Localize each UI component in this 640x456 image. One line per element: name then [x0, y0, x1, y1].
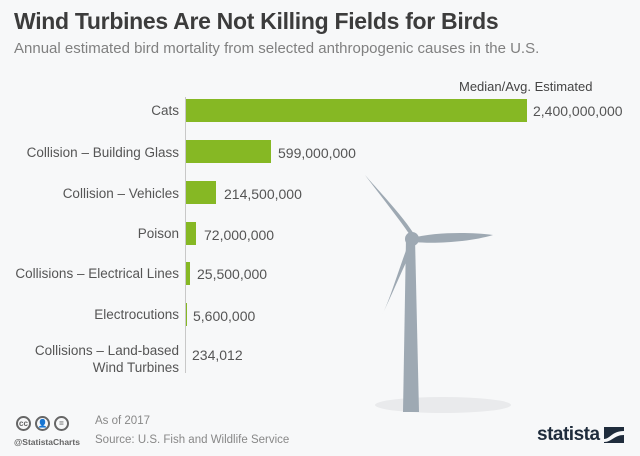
category-label-line1: Collisions – Land-based [34, 343, 179, 358]
source-note: Source: U.S. Fish and Wildlife Service [95, 434, 290, 446]
bar [186, 262, 190, 285]
logo-text: statista [537, 424, 600, 445]
value-label: 214,500,000 [224, 186, 302, 202]
bar [186, 222, 196, 245]
category-label-line2: Wind Turbines [92, 360, 179, 375]
bar [186, 99, 527, 122]
category-label: Collision – Vehicles [62, 186, 179, 201]
category-label: Collision – Building Glass [26, 145, 179, 160]
value-label: 5,600,000 [193, 308, 256, 324]
license-icons: cc 👤 = [16, 416, 69, 431]
category-label: Poison [137, 226, 179, 241]
bar [186, 140, 271, 163]
no-derivatives-icon: = [54, 416, 69, 431]
series-label: Median/Avg. Estimated [459, 79, 593, 94]
chart-title: Wind Turbines Are Not Killing Fields for… [14, 8, 499, 34]
value-label: 599,000,000 [278, 145, 356, 161]
category-label: Collisions – Electrical Lines [15, 266, 179, 281]
creative-commons-icon: cc [16, 416, 31, 431]
category-label: Electrocutions [94, 307, 179, 322]
value-label: 25,500,000 [197, 266, 268, 282]
statista-handle: @StatistaCharts [14, 437, 80, 447]
value-label: 72,000,000 [204, 227, 275, 243]
as-of-note: As of 2017 [95, 415, 150, 427]
chart-subtitle: Annual estimated bird mortality from sel… [14, 40, 540, 57]
wind-turbine-icon [365, 175, 511, 413]
bar [186, 181, 216, 204]
statista-logo: statista [537, 424, 624, 446]
category-label: Collisions – Land-based Wind Turbines [35, 342, 179, 376]
category-label: Cats [151, 103, 179, 118]
bar [186, 303, 187, 326]
value-label: 234,012 [192, 347, 243, 363]
attribution-icon: 👤 [35, 416, 50, 431]
value-label: 2,400,000,000 [533, 103, 623, 119]
y-axis-line [185, 97, 186, 373]
statista-mark-icon [603, 427, 624, 443]
